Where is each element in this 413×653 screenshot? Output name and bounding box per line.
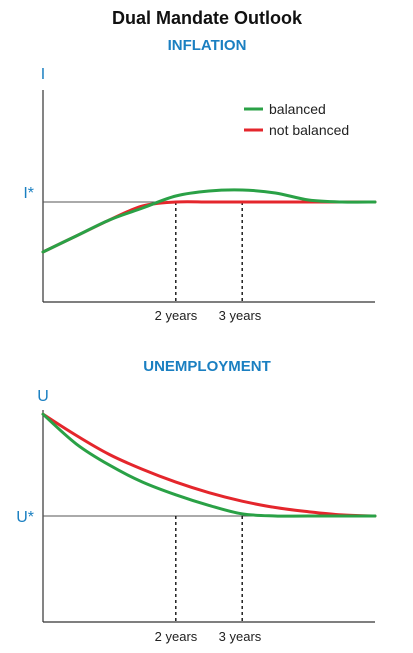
unemployment-target-label: U* bbox=[16, 509, 34, 526]
inflation-y-axis-label: I bbox=[41, 66, 45, 83]
legend-label-balanced: balanced bbox=[269, 101, 326, 117]
inflation-legend: balanced not balanced bbox=[244, 101, 349, 138]
inflation-x-tick-2-years: 2 years bbox=[155, 308, 198, 323]
inflation-chart-title: INFLATION bbox=[168, 37, 247, 54]
inflation-x-tick-3-years: 3 years bbox=[219, 308, 262, 323]
unemployment-series-not-balanced bbox=[41, 412, 377, 518]
unemployment-x-tick-3-years: 3 years bbox=[219, 629, 262, 644]
inflation-chart: I I* 2 years 3 years balanced not balanc… bbox=[23, 66, 377, 323]
legend-label-not-balanced: not balanced bbox=[269, 122, 349, 138]
unemployment-x-tick-2-years: 2 years bbox=[155, 629, 198, 644]
figure-title: Dual Mandate Outlook bbox=[112, 8, 303, 28]
inflation-target-label: I* bbox=[23, 185, 34, 202]
unemployment-y-axis-label: U bbox=[37, 388, 49, 405]
unemployment-chart-title: UNEMPLOYMENT bbox=[143, 358, 271, 375]
unemployment-series-balanced bbox=[41, 412, 377, 518]
unemployment-chart: U U* 2 years 3 years bbox=[16, 388, 377, 644]
inflation-series-balanced bbox=[41, 188, 377, 254]
